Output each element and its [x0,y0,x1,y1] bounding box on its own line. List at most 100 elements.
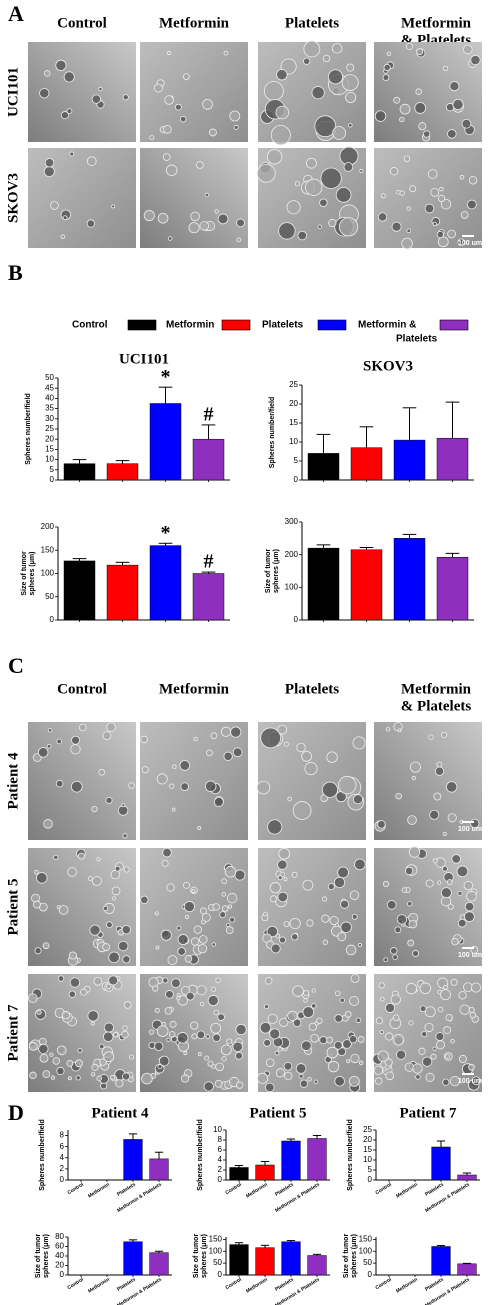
sphere [464,901,475,912]
sphere [80,988,88,996]
sphere [292,1018,302,1028]
sphere [32,900,41,909]
row-label: Patient 5 [5,878,21,935]
sphere [191,889,196,894]
x-tick-label: Platelets [424,1277,445,1293]
x-tick-label: Control [375,1181,394,1196]
y-axis-label: Size of tumor [35,1234,42,1279]
sphere [321,781,339,798]
sphere [335,187,352,203]
legend-swatch [221,319,251,331]
sphere [277,859,288,870]
sphere [149,135,155,141]
sphere [432,858,438,864]
bar [436,557,469,621]
x-tick-label: Platelets [274,1182,295,1198]
sphere [278,222,296,240]
sphere [213,1009,219,1016]
sphere [350,1053,360,1064]
annotation: * [161,522,171,544]
sphere [55,59,67,71]
chart-title: Patient 4 [91,1105,149,1121]
legend-swatch [439,319,469,331]
sphere [278,847,290,860]
sphere [279,1017,289,1027]
row-label: Patient 7 [5,1004,21,1062]
sphere [53,854,59,860]
sphere [379,996,385,1002]
sphere [103,1031,114,1042]
sphere [143,210,155,222]
x-tick-label: Platelets [274,1277,295,1293]
y-tick-label: 0 [368,1270,373,1279]
sphere [445,1013,453,1022]
chart-title: Patient 7 [399,1105,457,1121]
y-tick-label: 15 [289,418,298,427]
sphere [327,883,335,891]
sphere [326,1036,334,1044]
column-header: Platelets [285,15,339,31]
y-axis-label: Size of tumor [265,549,272,594]
sphere [77,1047,83,1053]
sphere [434,766,445,776]
sphere [204,1055,210,1061]
sphere [354,858,366,871]
sphere [233,124,239,130]
sphere [378,982,385,989]
sphere [389,167,399,176]
y-axis-label: spheres (μm) [29,552,36,596]
sphere [34,869,39,875]
y-tick-label: 15 [45,445,54,454]
row-label: SKOV3 [5,173,21,223]
sphere [424,203,435,214]
sphere [348,1035,358,1044]
sphere [463,880,474,891]
sphere [171,807,176,812]
sphere [349,890,360,900]
micrograph [374,148,482,248]
sphere [415,1074,421,1080]
sphere [447,813,457,823]
sphere [352,736,366,750]
sphere [201,912,211,922]
sphere [67,1076,72,1081]
column-header: Metformin [159,15,230,31]
sphere [108,975,119,986]
sphere [459,174,465,180]
sphere [77,852,86,860]
sphere [451,854,461,864]
sphere [406,228,412,234]
sphere [177,934,189,945]
sphere [60,234,66,240]
sphere [468,1063,475,1071]
sphere [275,933,281,939]
sphere [382,880,390,888]
sphere [196,161,204,169]
bar [281,1140,301,1181]
sphere [277,875,283,880]
sphere [220,1044,232,1056]
bar [393,439,426,481]
sphere [392,1034,405,1046]
sphere [303,40,321,58]
y-tick-label: 30 [45,414,54,423]
y-tick-label: 60 [55,1242,64,1251]
sphere [380,193,386,199]
sphere [466,199,477,210]
sphere [442,865,448,872]
y-axis-label: spheres (μm) [351,1234,358,1278]
sphere [301,750,313,762]
sphere [423,130,431,138]
sphere [162,977,169,984]
sphere [90,1021,95,1026]
y-tick-label: 25 [289,380,298,389]
sphere [406,206,411,211]
sphere [292,985,304,997]
sphere [91,805,98,813]
sphere [390,994,401,1005]
sphere [291,933,299,941]
sphere [55,779,64,788]
sphere [459,1004,470,1015]
sphere [50,201,59,210]
